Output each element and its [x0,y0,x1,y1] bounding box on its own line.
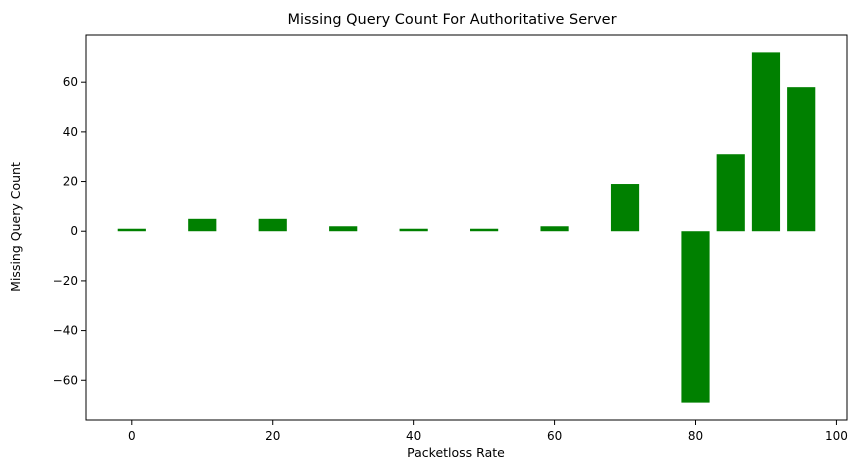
x-tick-label: 80 [688,429,703,443]
x-tick-label: 0 [128,429,136,443]
bar-60 [540,226,569,232]
x-axis-label: Packetloss Rate [407,445,505,460]
bar-10 [188,218,217,232]
x-tick-label: 40 [406,429,421,443]
bar-70 [610,184,640,232]
bar-95 [787,87,816,232]
y-ticks: −60 −40 −20 0 20 40 60 [53,75,86,387]
y-tick-label: −60 [53,373,78,387]
bar-85 [716,154,745,232]
bar-80 [681,231,710,403]
bar-0 [117,228,146,232]
bars-group [117,52,816,403]
bar-90 [751,52,781,232]
bar-50 [470,228,499,232]
bar-40 [399,228,428,232]
plot-frame [85,34,848,421]
x-tick-label: 20 [265,429,280,443]
y-tick-label: 40 [63,125,78,139]
bar-30 [329,226,358,232]
x-ticks: 0 20 40 60 80 100 [128,420,848,443]
x-tick-label: 60 [547,429,562,443]
y-tick-label: 60 [63,75,78,89]
chart-title: Missing Query Count For Authoritative Se… [287,12,616,28]
x-tick-label: 100 [825,429,848,443]
y-tick-label: 0 [70,224,78,238]
y-tick-label: −40 [53,324,78,338]
y-tick-label: −20 [53,274,78,288]
y-axis-label: Missing Query Count [8,162,23,292]
bar-20 [258,218,287,232]
y-tick-label: 20 [63,175,78,189]
